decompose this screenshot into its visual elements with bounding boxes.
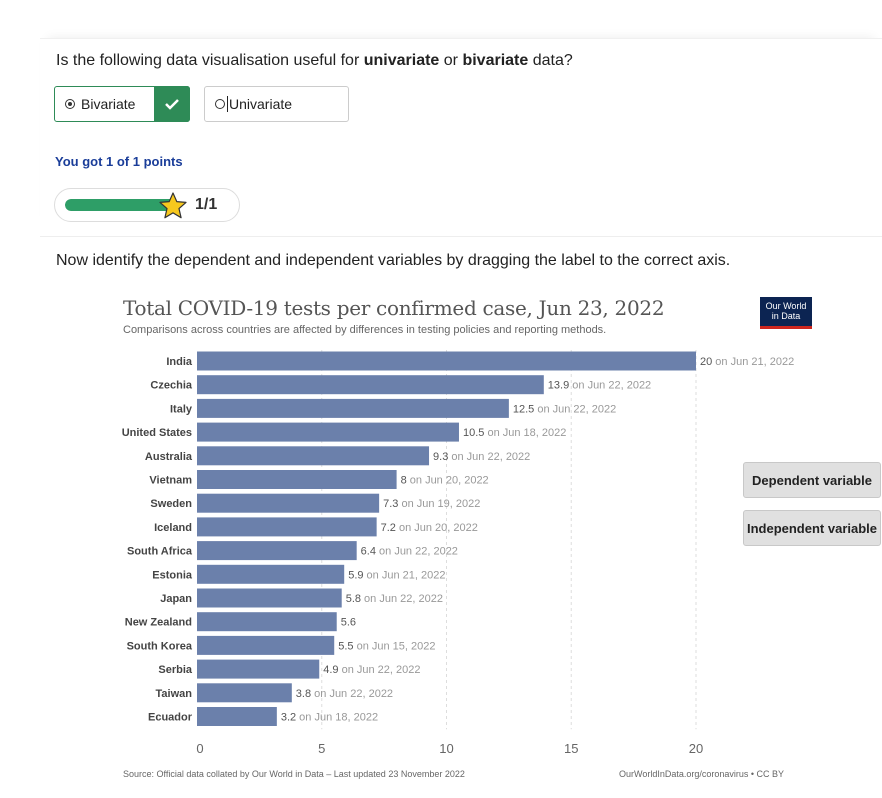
category-label: India xyxy=(166,356,193,368)
bar xyxy=(197,517,377,537)
bar xyxy=(197,635,335,655)
progress-bar xyxy=(65,199,175,211)
category-label: Italy xyxy=(170,403,193,415)
category-label: Estonia xyxy=(152,569,193,581)
bar xyxy=(197,422,459,442)
bar xyxy=(197,398,509,418)
owid-logo: Our World in Data xyxy=(760,297,812,329)
category-label: Australia xyxy=(145,451,193,463)
data-label: 6.4 on Jun 22, 2022 xyxy=(361,546,458,558)
data-label: 10.5 on Jun 18, 2022 xyxy=(463,427,566,439)
data-label: 20 on Jun 21, 2022 xyxy=(700,356,794,368)
data-label: 3.2 on Jun 18, 2022 xyxy=(281,712,378,724)
category-label: South Africa xyxy=(127,546,193,558)
category-label: Serbia xyxy=(158,664,193,676)
top-band xyxy=(0,0,882,38)
category-label: Japan xyxy=(160,593,192,605)
bar xyxy=(197,470,397,489)
bar xyxy=(197,659,320,679)
data-label: 5.9 on Jun 21, 2022 xyxy=(348,569,445,581)
bar xyxy=(197,707,277,726)
star-icon xyxy=(159,192,187,219)
question-text: Is the following data visualisation usef… xyxy=(56,52,573,69)
radio-empty-icon xyxy=(215,99,225,109)
category-label: Sweden xyxy=(150,498,192,510)
points-label: 1/1 xyxy=(195,196,218,213)
bar xyxy=(197,351,696,371)
data-label: 5.6 xyxy=(341,617,356,629)
data-label: 8 on Jun 20, 2022 xyxy=(401,475,489,487)
category-label: South Korea xyxy=(127,640,193,652)
text-cursor xyxy=(227,96,228,112)
bar xyxy=(197,683,292,703)
data-label: 7.3 on Jun 19, 2022 xyxy=(383,498,480,510)
score-text: You got 1 of 1 points xyxy=(55,154,183,169)
instruction-text: Now identify the dependent and independe… xyxy=(56,252,731,269)
x-tick-label: 10 xyxy=(439,741,453,756)
source-link[interactable]: OurWorldInData.org/coronavirus • CC BY xyxy=(619,769,785,779)
progress-fill xyxy=(65,199,175,211)
category-label: Iceland xyxy=(154,522,192,534)
x-tick-label: 20 xyxy=(689,741,703,756)
x-tick-label: 5 xyxy=(318,741,325,756)
divider xyxy=(40,236,882,237)
option-label: Univariate xyxy=(229,96,293,112)
option-label: Bivariate xyxy=(81,96,136,112)
bar xyxy=(197,564,345,584)
bar xyxy=(197,612,337,632)
x-tick-label: 0 xyxy=(196,741,203,756)
check-icon xyxy=(154,86,190,122)
progress-pill: 1/1 xyxy=(54,188,240,222)
bar xyxy=(197,446,430,466)
bar xyxy=(197,493,380,513)
category-label: Czechia xyxy=(150,380,192,392)
category-label: Ecuador xyxy=(148,712,193,724)
data-label: 9.3 on Jun 22, 2022 xyxy=(433,451,530,463)
data-label: 12.5 on Jun 22, 2022 xyxy=(513,403,616,415)
category-label: United States xyxy=(122,427,192,439)
independent-variable-label[interactable]: Independent variable xyxy=(743,510,881,546)
data-label: 4.9 on Jun 22, 2022 xyxy=(323,664,420,676)
data-label: 7.2 on Jun 20, 2022 xyxy=(381,522,478,534)
data-label: 5.8 on Jun 22, 2022 xyxy=(346,593,443,605)
data-label: 13.9 on Jun 22, 2022 xyxy=(548,380,651,392)
bar xyxy=(197,375,544,395)
option-bivariate[interactable]: Bivariate xyxy=(54,86,190,122)
x-tick-label: 15 xyxy=(564,741,578,756)
data-label: 5.5 on Jun 15, 2022 xyxy=(338,640,435,652)
bar xyxy=(197,541,357,561)
category-label: Vietnam xyxy=(149,475,192,487)
category-label: New Zealand xyxy=(125,617,192,629)
option-univariate[interactable]: Univariate xyxy=(204,86,349,122)
category-label: Taiwan xyxy=(156,688,193,700)
dependent-variable-label[interactable]: Dependent variable xyxy=(743,462,881,498)
chart-subtitle: Comparisons across countries are affecte… xyxy=(123,324,607,336)
source-note: Source: Official data collated by Our Wo… xyxy=(123,769,465,779)
chart-title: Total COVID-19 tests per confirmed case,… xyxy=(123,296,665,320)
data-label: 3.8 on Jun 22, 2022 xyxy=(296,688,393,700)
radio-selected-icon xyxy=(65,99,75,109)
bar xyxy=(197,588,342,608)
